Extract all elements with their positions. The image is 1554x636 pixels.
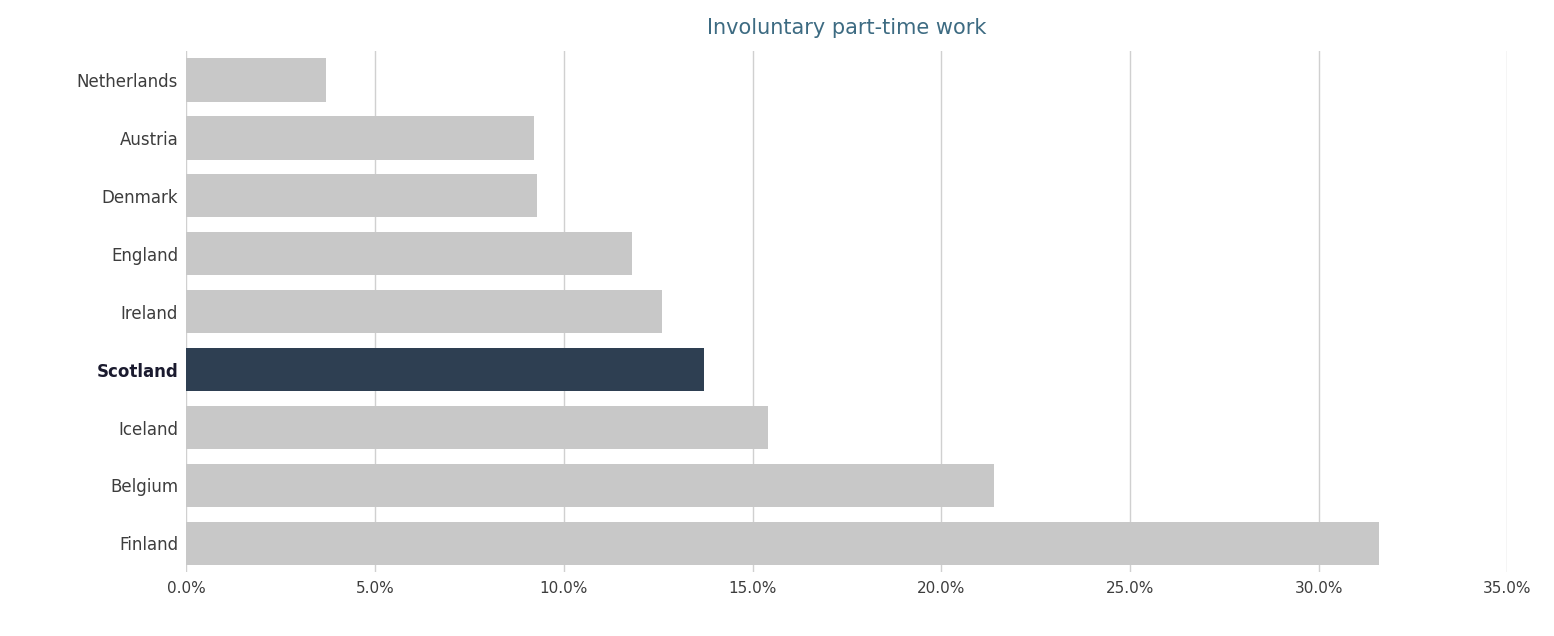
Bar [186,464,995,508]
Bar [186,406,768,449]
Bar [186,522,1378,565]
Bar [186,174,538,218]
Title: Involuntary part-time work: Involuntary part-time work [707,18,987,38]
Bar [186,116,533,160]
Bar [186,232,632,275]
Bar [186,290,662,333]
Bar [186,58,326,102]
Bar [186,348,704,391]
